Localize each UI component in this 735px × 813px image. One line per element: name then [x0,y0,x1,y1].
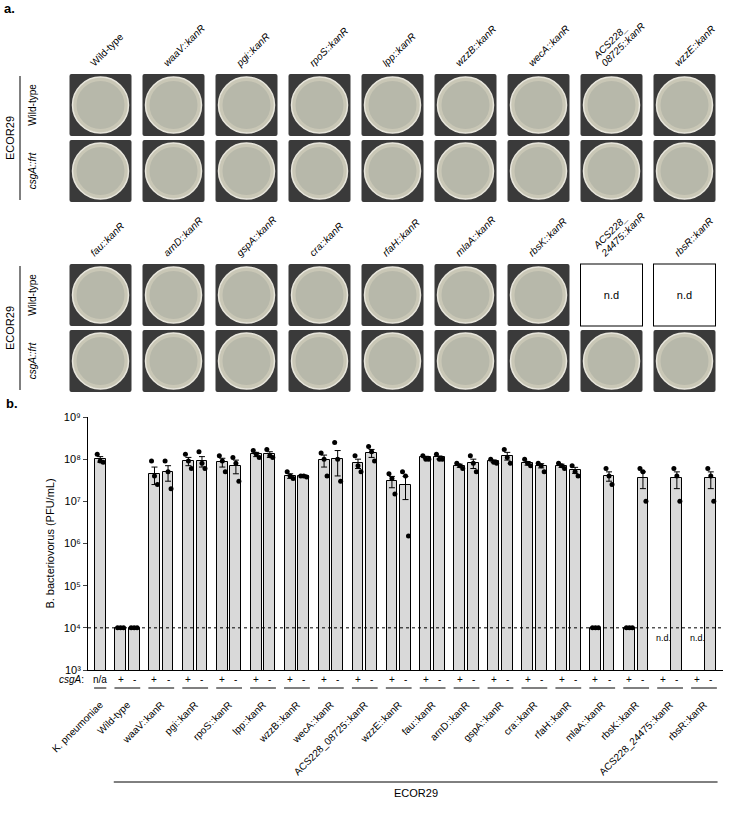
svg-text:-: - [709,674,712,685]
svg-text:+: + [592,674,598,685]
svg-text:B. bacteriovorus (PFU/mL): B. bacteriovorus (PFU/mL) [44,478,56,608]
svg-text:rbsR::kanR: rbsR::kanR [666,699,709,742]
svg-text:-: - [574,674,577,685]
svg-text:-: - [200,674,203,685]
svg-text:n/a: n/a [93,674,107,685]
svg-text:waaV::kanR: waaV::kanR [161,23,207,69]
svg-text:n.d.: n.d. [656,633,671,643]
svg-text:a.: a. [4,1,15,16]
svg-text:+: + [491,674,497,685]
svg-text:ACS228_24475::kanR: ACS228_24475::kanR [597,699,675,777]
svg-text:-: - [608,674,611,685]
svg-text:Wild-type: Wild-type [88,31,126,69]
svg-text:-: - [506,674,509,685]
svg-text:gspA::kanR: gspA::kanR [234,214,278,258]
svg-text:+: + [253,674,259,685]
svg-text:lpp::kanR: lpp::kanR [230,699,268,737]
svg-text:csgA:: csgA: [59,674,84,685]
svg-text:Wild-type: Wild-type [27,274,38,316]
svg-text:gspA::kanR: gspA::kanR [461,699,505,743]
svg-text:wecA::kanR: wecA::kanR [290,699,336,745]
svg-text:-: - [234,674,237,685]
svg-text:ECOR29: ECOR29 [394,787,438,799]
svg-text:ECOR29: ECOR29 [4,116,16,160]
svg-text:b.: b. [6,396,18,411]
svg-text:10³: 10³ [65,664,81,676]
svg-text:mlaA::kanR: mlaA::kanR [563,699,607,743]
svg-text:-: - [167,674,170,685]
svg-text:mlaA::kanR: mlaA::kanR [453,214,497,258]
svg-text:10⁷: 10⁷ [65,495,81,507]
svg-text:wzzE::kanR: wzzE::kanR [358,699,404,745]
svg-text:10⁹: 10⁹ [64,411,81,423]
svg-text:-: - [641,674,644,685]
svg-text:arnD::kanR: arnD::kanR [428,699,472,743]
svg-text:-: - [404,674,407,685]
svg-text:+: + [660,674,666,685]
svg-text:rbsK::kanR: rbsK::kanR [598,699,641,742]
svg-text:-: - [438,674,441,685]
svg-text:wzzE::kanR: wzzE::kanR [672,23,717,68]
svg-text:+: + [626,674,632,685]
svg-text:n.d: n.d [677,289,692,301]
svg-text:wecA::kanR: wecA::kanR [526,23,572,69]
svg-text:-: - [268,674,271,685]
svg-text:-: - [302,674,305,685]
svg-text:n.d: n.d [604,289,619,301]
svg-text:10⁶: 10⁶ [64,537,81,549]
svg-text:wzzB::kanR: wzzB::kanR [453,23,498,68]
svg-text:-: - [370,674,373,685]
svg-text:Wild-type: Wild-type [27,84,38,126]
svg-text:-: - [133,674,136,685]
svg-text:ACS228_24475::kanR: ACS228_24475::kanR [591,203,647,259]
svg-text:+: + [423,674,429,685]
svg-text:+: + [321,674,327,685]
svg-text:+: + [219,674,225,685]
svg-text:+: + [389,674,395,685]
svg-text:arnD::kanR: arnD::kanR [161,215,205,259]
svg-text:+: + [185,674,191,685]
svg-text:+: + [457,674,463,685]
svg-text:fau::kanR: fau::kanR [400,699,438,737]
svg-text:-: - [336,674,339,685]
svg-text:cra::kanR: cra::kanR [307,220,345,258]
svg-text:lpp::kanR: lpp::kanR [380,31,418,69]
svg-text:rpoS::kanR: rpoS::kanR [191,699,234,742]
svg-text:+: + [355,674,361,685]
svg-text:10⁵: 10⁵ [64,580,81,592]
svg-text:K. pneumoniae: K. pneumoniae [50,699,106,755]
svg-text:rbsK::kanR: rbsK::kanR [526,216,569,259]
svg-text:ACS228_08725::kanR: ACS228_08725::kanR [292,699,370,777]
svg-text:+: + [559,674,565,685]
svg-text:fau::kanR: fau::kanR [88,220,126,258]
svg-text:+: + [118,674,124,685]
svg-text:-: - [675,674,678,685]
svg-text:rfaH::kanR: rfaH::kanR [380,217,422,259]
svg-text:pgi::kanR: pgi::kanR [162,699,200,737]
svg-text:+: + [151,674,157,685]
svg-text:ACS228_08725::kanR: ACS228_08725::kanR [591,13,647,69]
svg-text:n.d.: n.d. [690,633,705,643]
svg-text:wzzB::kanR: wzzB::kanR [256,699,302,745]
svg-text:rfaH::kanR: rfaH::kanR [532,699,574,741]
svg-text:pgi::kanR: pgi::kanR [233,31,271,69]
svg-text:cra::kanR: cra::kanR [501,699,539,737]
svg-text:rpoS::kanR: rpoS::kanR [307,25,350,68]
svg-text:ECOR29: ECOR29 [4,306,16,350]
svg-text:+: + [525,674,531,685]
svg-text:-: - [472,674,475,685]
svg-text:-: - [540,674,543,685]
svg-text:waaV::kanR: waaV::kanR [120,699,166,745]
svg-text:+: + [287,674,293,685]
svg-text:csgA::frt: csgA::frt [27,341,38,379]
svg-text:10⁸: 10⁸ [64,453,81,465]
svg-text:10⁴: 10⁴ [64,622,81,634]
svg-text:rbsR::kanR: rbsR::kanR [672,215,715,258]
svg-text:csgA::frt: csgA::frt [27,151,38,189]
svg-text:+: + [694,674,700,685]
svg-text:Wild-type: Wild-type [95,699,133,737]
